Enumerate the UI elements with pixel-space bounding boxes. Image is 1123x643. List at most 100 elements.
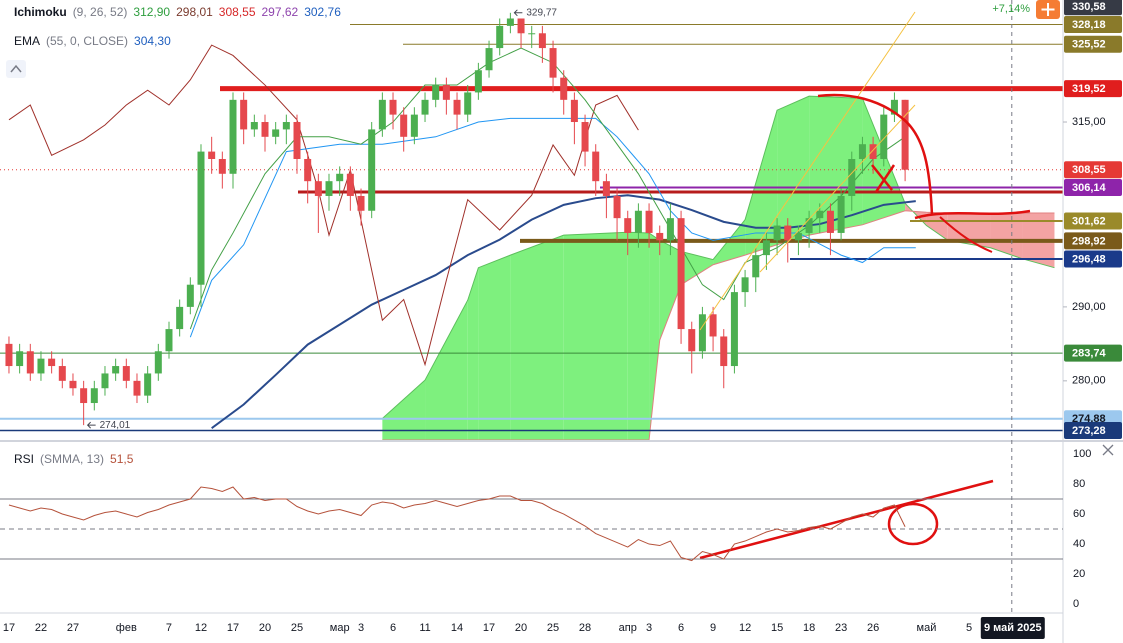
candle-body [144,373,152,396]
x-tick-label: 18 [803,622,815,634]
candle-body [336,173,344,182]
candle-body [474,70,482,93]
cloud-fill [659,240,682,341]
candle-body [581,122,589,152]
legend-value: 312,90 [133,5,171,19]
candle-body [826,210,834,233]
cloud-fill [649,232,660,440]
levels-layer [0,24,1063,432]
legend-reading: 51,5 [110,452,134,466]
candle-body [816,210,824,219]
candle-body [325,181,333,196]
x-tick-label: 11 [419,622,430,634]
price-label: 319,52 [1072,83,1106,95]
candle-body [858,144,866,159]
x-tick-label: 6 [390,622,396,634]
x-tick-label: 12 [195,622,207,634]
axis-layer: 330,58 328,18 325,52 319,52 308,55 306,14 301,… [3,0,1122,639]
hand-drawing [871,164,896,193]
candle-body [773,225,781,241]
price-label: 298,92 [1072,235,1106,247]
candle-body [538,33,546,49]
x-tick-label: 28 [579,622,591,634]
candle-body [389,99,397,115]
cloud-layer [382,95,1055,441]
legend-value: 304,30 [134,34,171,48]
price-label-box [1064,179,1122,197]
candle-body [48,358,56,367]
candle-body [528,33,536,35]
legend-name: Ichimoku [14,5,67,19]
candle-body [112,366,120,374]
price-label-box [1064,344,1122,362]
x-tick-label: 23 [835,622,847,634]
price-label-box [1064,250,1122,268]
cloud-fill [510,235,564,440]
candle-body [197,151,205,285]
candle-body [282,122,290,130]
candle-body [208,151,216,159]
candle-body [698,314,706,352]
legend-params: (SMMA, 13) [40,452,105,466]
candle-body [229,99,237,174]
cloud-fill [681,251,714,285]
candle-body [837,195,845,233]
candle-body [688,329,696,352]
candle-body [16,351,24,367]
candle-body [656,232,664,241]
candle-body [794,232,802,241]
candle-body [165,329,173,352]
candle-body [218,158,226,174]
cloud-fill [467,267,479,440]
candle-body [80,388,88,404]
x-tick-label: 27 [67,622,79,634]
x-tick-label: апр [619,622,637,634]
legend-rsi: RSI (SMMA, 13) 51,5 [14,452,139,466]
candle-body [880,114,888,159]
candle-body [730,292,738,367]
candle-body [453,99,461,115]
close-pane[interactable] [1102,444,1114,456]
y-tick-label: 280,00 [1072,375,1106,387]
x-tick-label: 17 [3,622,15,634]
cloud-fill [745,110,778,256]
candle-body [634,210,642,233]
cursor-box [980,617,1045,639]
legend-readings: 312,90 298,01 308,55 297,62 302,76 [133,5,347,19]
price-label: 306,14 [1072,182,1107,194]
candle-body [314,181,322,196]
candle-body [805,218,813,233]
x-tick-label: 3 [646,622,652,634]
candle-body [240,99,248,130]
candle-body [410,114,418,137]
candle-body [346,173,354,196]
candle-body [176,306,184,330]
price-label: 301,62 [1072,215,1106,227]
x-tick-label: мар [330,622,350,634]
indicator-line [189,47,906,330]
candle-body [357,195,365,211]
candle-body [368,129,376,211]
x-tick-label: 6 [678,622,684,634]
candle-body [101,373,109,389]
legend-value: 298,01 [176,5,213,19]
candle-body [304,158,312,182]
collapse-button[interactable] [6,60,26,78]
candle-body [709,314,717,337]
x-tick-label: фев [116,622,137,634]
candle-body [506,18,514,26]
indicator-line [8,44,639,367]
price-label: 296,48 [1072,253,1106,265]
candle-body [720,336,728,367]
candle-body [37,358,45,374]
legend-value: 308,55 [218,5,256,19]
candle-body [624,218,632,233]
candle-body [901,99,909,170]
price-label: 325,52 [1072,39,1106,51]
candle-body [592,151,600,182]
rsi-tick-label: 0 [1073,598,1079,610]
rsi-tick-label: 20 [1073,568,1085,580]
indicator-line [189,117,916,338]
